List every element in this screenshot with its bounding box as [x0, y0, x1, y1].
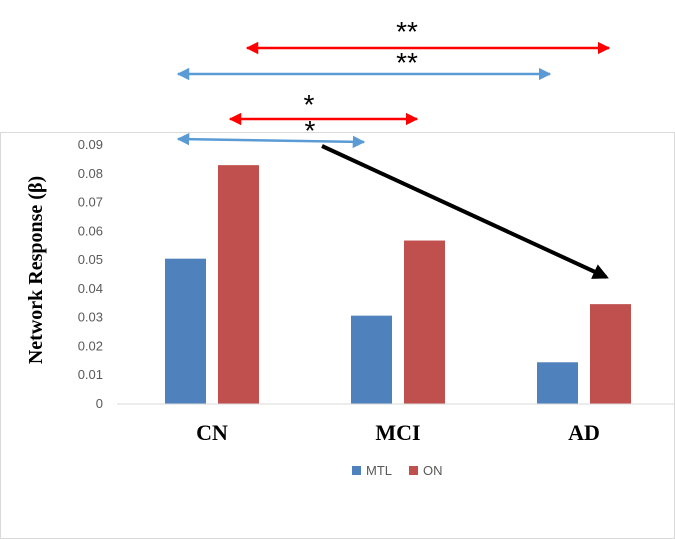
- sig-label-on-cn-mci: *: [304, 89, 315, 120]
- bar-mtl-ad: [537, 362, 578, 404]
- y-tick-label: 0.01: [78, 367, 103, 382]
- sig-label-on-cn-ad: **: [396, 16, 418, 47]
- x-tick-label: CN: [196, 420, 228, 445]
- legend-label-on: ON: [423, 463, 443, 478]
- legend: MTL ON: [352, 463, 443, 478]
- x-tick-label: AD: [568, 420, 600, 445]
- y-tick-label: 0.06: [78, 223, 103, 238]
- y-tick-label: 0.04: [78, 281, 103, 296]
- y-tick-label: 0: [96, 396, 103, 411]
- y-axis-ticks: 0 0.01 0.02 0.03 0.04 0.05 0.06 0.07 0.08 0.09: [78, 137, 103, 411]
- bar-mtl-mci: [351, 315, 392, 404]
- y-axis-label: Network Response (β): [25, 176, 47, 364]
- bar-on-mci: [404, 240, 445, 404]
- sig-line-mtl-cn-mci: [176, 132, 366, 149]
- legend-label-mtl: MTL: [366, 463, 392, 478]
- y-tick-label: 0.09: [78, 137, 103, 152]
- y-tick-label: 0.02: [78, 338, 103, 353]
- x-tick-label: MCI: [375, 420, 420, 445]
- trend-arrow: [321, 144, 609, 279]
- bar-on-cn: [218, 165, 259, 404]
- bar-mtl-cn: [165, 258, 206, 404]
- significance-annotations: ** ** * *: [176, 16, 611, 279]
- sig-label-mtl-cn-ad: **: [396, 47, 418, 78]
- plot-frame: [0, 132, 675, 539]
- y-tick-label: 0.08: [78, 166, 103, 181]
- bar-on-ad: [590, 304, 631, 404]
- legend-swatch-on: [409, 466, 418, 475]
- category-labels: CN MCI AD: [196, 420, 600, 445]
- y-tick-label: 0.05: [78, 252, 103, 267]
- legend-swatch-mtl: [352, 466, 361, 475]
- sig-label-mtl-cn-mci: *: [305, 115, 316, 146]
- y-tick-label: 0.03: [78, 310, 103, 325]
- y-tick-label: 0.07: [78, 195, 103, 210]
- bars: [165, 165, 631, 404]
